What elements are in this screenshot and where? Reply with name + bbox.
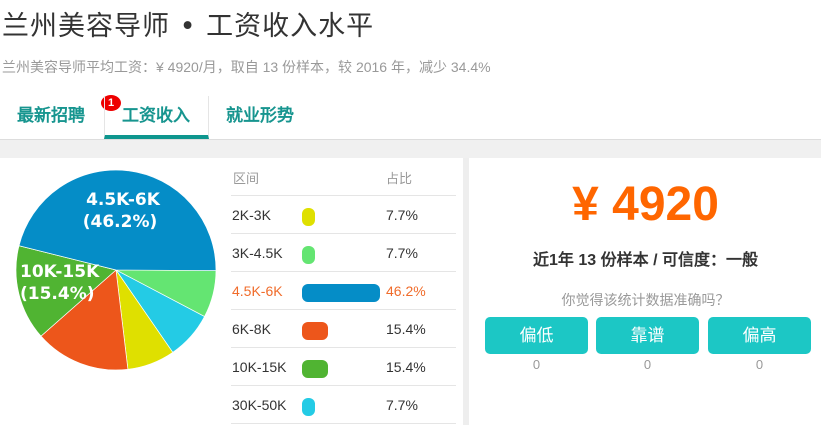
ratio-bar xyxy=(302,284,380,302)
table-row: 4.5K-6K 46.2% xyxy=(231,272,456,310)
vote-low-count: 0 xyxy=(532,357,541,372)
accuracy-question: 你觉得该统计数据准确吗？ xyxy=(561,292,730,308)
pie-data-label: (46.2%) xyxy=(83,212,158,232)
ratio-bar xyxy=(302,208,315,226)
average-salary: ¥ 4920 xyxy=(572,178,719,231)
distribution-table: 区间 占比 2K-3K 7.7% 3K-4.5K 7.7% 4.5K-6K 46.2%… xyxy=(231,164,456,424)
row-ratio: 7.7% xyxy=(386,245,418,261)
row-ratio: 7.7% xyxy=(386,397,418,413)
panel-separator xyxy=(463,158,469,425)
vote-accurate-count: 0 xyxy=(643,357,652,372)
ratio-bar xyxy=(302,360,328,378)
ratio-bar xyxy=(302,398,315,416)
row-range: 4.5K-6K xyxy=(232,283,283,299)
row-ratio: 15.4% xyxy=(386,359,426,375)
pie-slice-10K-15K xyxy=(15,245,117,337)
table-row: 2K-3K 7.7% xyxy=(231,196,456,234)
pie-data-label: (15.4%) xyxy=(20,284,95,304)
divider-band xyxy=(0,139,821,158)
page-subtitle: 兰州美容导师平均工资：¥ 4920/月，取自 13 份样本，较 2016 年，减… xyxy=(2,59,491,75)
table-row: 30K-50K 7.7% xyxy=(231,386,456,424)
table-row: 3K-4.5K 7.7% xyxy=(231,234,456,272)
vote-low-button[interactable]: 偏低 xyxy=(485,317,588,354)
vote-accurate-button[interactable]: 靠谱 xyxy=(596,317,699,354)
tab-salary[interactable]: 工资收入 xyxy=(104,96,209,139)
row-ratio: 15.4% xyxy=(386,321,426,337)
row-range: 10K-15K xyxy=(232,359,287,375)
pie-slice-4.5K-6K xyxy=(18,169,217,271)
col-ratio: 占比 xyxy=(386,171,413,186)
sample-confidence: 近1年 13 份样本 / 可信度：一般 xyxy=(533,252,758,269)
col-range: 区间 xyxy=(233,171,260,186)
table-row: 10K-15K 15.4% xyxy=(231,348,456,386)
page-title: 兰州美容导师 • 工资收入水平 xyxy=(2,11,375,42)
table-header: 区间 占比 xyxy=(231,164,456,196)
pie-slice-6K-8K xyxy=(40,269,129,371)
tab-bar: 最新招聘 1 工资收入 就业形势 xyxy=(0,95,821,139)
row-range: 6K-8K xyxy=(232,321,271,337)
row-ratio: 46.2% xyxy=(386,283,426,299)
table-row: 6K-8K 15.4% xyxy=(231,310,456,348)
salary-pie-chart: 4.5K-6K(46.2%) 10K-15K(15.4%) xyxy=(15,169,217,371)
pie-data-label: 4.5K-6K xyxy=(86,190,161,210)
row-range: 2K-3K xyxy=(232,207,271,223)
row-ratio: 7.7% xyxy=(386,207,418,223)
ratio-bar xyxy=(302,322,328,340)
vote-high-count: 0 xyxy=(755,357,764,372)
ratio-bar xyxy=(302,246,315,264)
tab-latest-jobs[interactable]: 最新招聘 1 xyxy=(17,95,121,139)
vote-high-button[interactable]: 偏高 xyxy=(708,317,811,354)
pie-data-label: 10K-15K xyxy=(20,262,100,282)
row-range: 3K-4.5K xyxy=(232,245,283,261)
tab-label: 最新招聘 xyxy=(17,106,85,125)
tab-employment-trend[interactable]: 就业形势 xyxy=(226,106,294,125)
row-range: 30K-50K xyxy=(232,397,287,413)
notification-badge: 1 xyxy=(101,95,121,111)
